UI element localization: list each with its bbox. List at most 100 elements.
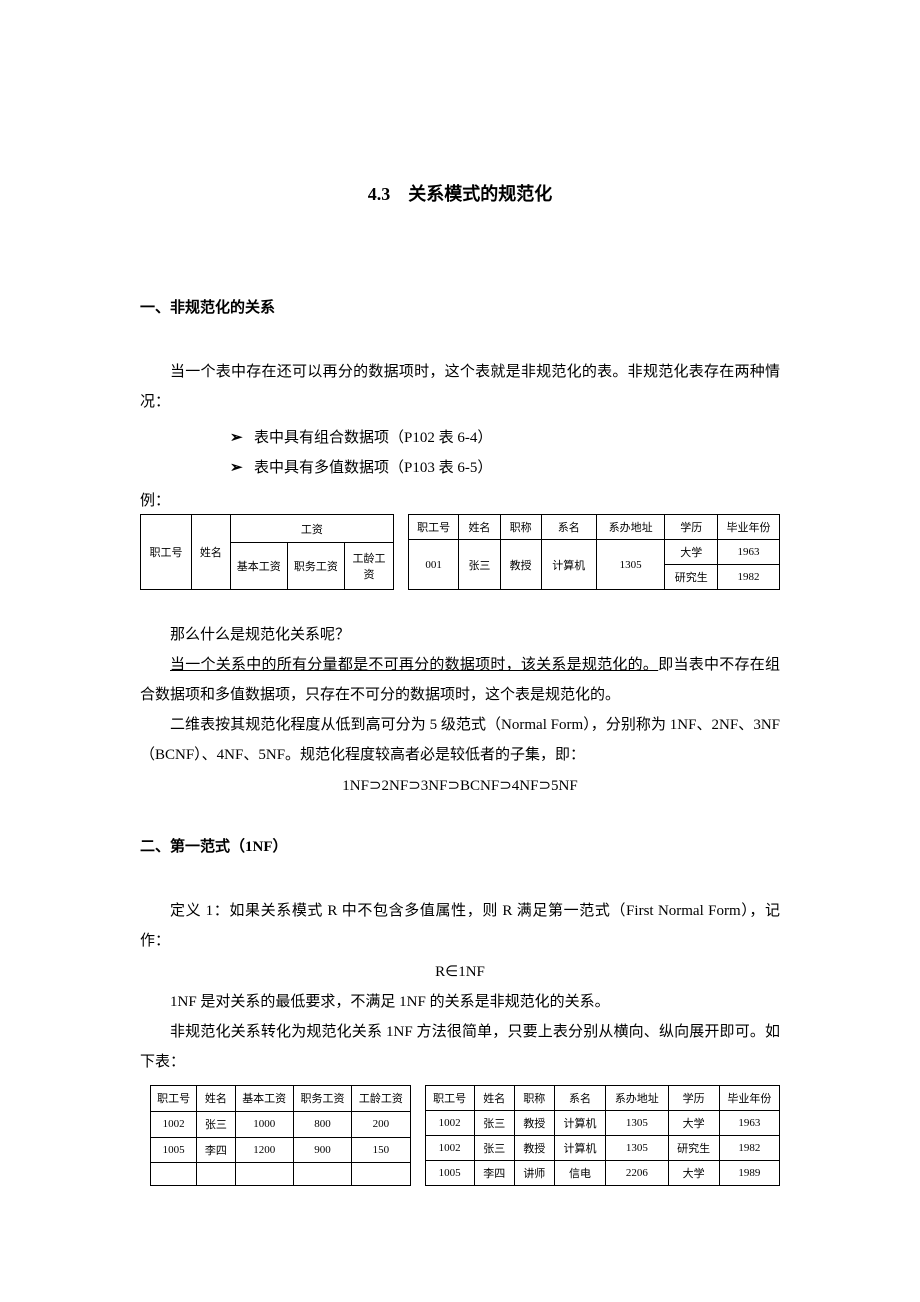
cell: 1005 (151, 1137, 197, 1163)
section-2-heading: 二、第一范式（1NF） (140, 835, 780, 856)
th-emp: 职工号 (408, 515, 458, 540)
cell: 张三 (197, 1111, 235, 1137)
s1-p1: 当一个表中存在还可以再分的数据项时，这个表就是非规范化的表。非规范化表存在两种情… (140, 357, 780, 417)
cell: 研究生 (668, 1136, 719, 1161)
s2-p1: 定义 1：如果关系模式 R 中不包含多值属性，则 R 满足第一范式（First … (140, 896, 780, 956)
cell (235, 1163, 293, 1186)
t4-h5: 学历 (668, 1086, 719, 1111)
s1-p4: 二维表按其规范化程度从低到高可分为 5 级范式（Normal Form），分别称… (140, 710, 780, 770)
t4-h3: 系名 (554, 1086, 605, 1111)
th-salary: 工资 (230, 515, 393, 543)
cell: 900 (293, 1137, 351, 1163)
table-row: 1005 李四 1200 900 150 (151, 1137, 411, 1163)
cell (197, 1163, 235, 1186)
th-name: 姓名 (191, 515, 230, 590)
cell: 讲师 (514, 1161, 554, 1186)
cell: 1200 (235, 1137, 293, 1163)
table-row (151, 1163, 411, 1186)
td-y1: 1963 (718, 540, 780, 565)
th-year: 毕业年份 (718, 515, 780, 540)
cell: 李四 (474, 1161, 514, 1186)
cell: 800 (293, 1111, 351, 1137)
cell (352, 1163, 410, 1186)
cell: 计算机 (554, 1111, 605, 1136)
bullet-2-text: 表中具有多值数据项（P103 表 6-5） (254, 453, 492, 483)
s1-p3-underline: 当一个关系中的所有分量都是不可再分的数据项时，该关系是规范化的。 (170, 657, 658, 673)
cell: 200 (352, 1111, 410, 1137)
s1-p2: 那么什么是规范化关系呢？ (140, 620, 780, 650)
cell: 教授 (514, 1136, 554, 1161)
cell: 1305 (606, 1111, 668, 1136)
cell: 大学 (668, 1111, 719, 1136)
cell: 1002 (425, 1136, 474, 1161)
cell: 1989 (719, 1161, 779, 1186)
s1-p3: 当一个关系中的所有分量都是不可再分的数据项时，该关系是规范化的。即当表中不存在组… (140, 650, 780, 710)
td-dept: 计算机 (541, 540, 596, 590)
cell: 1000 (235, 1111, 293, 1137)
cell: 大学 (668, 1161, 719, 1186)
s2-p3: 非规范化关系转化为规范化关系 1NF 方法很简单，只要上表分别从横向、纵向展开即… (140, 1017, 780, 1077)
bullet-list: ➢ 表中具有组合数据项（P102 表 6-4） ➢ 表中具有多值数据项（P103… (230, 423, 780, 483)
cell: 2206 (606, 1161, 668, 1186)
table-composite: 职工号 姓名 工资 基本工资 职务工资 工龄工资 (140, 514, 394, 590)
t3-h1: 姓名 (197, 1086, 235, 1112)
cell: 信电 (554, 1161, 605, 1186)
table-row: 1002 张三 教授 计算机 1305 大学 1963 (425, 1111, 779, 1136)
example-tables-row-2: 职工号 姓名 基本工资 职务工资 工龄工资 1002 张三 1000 800 2… (150, 1085, 780, 1186)
cell: 1002 (425, 1111, 474, 1136)
cell: 张三 (474, 1136, 514, 1161)
table-row: 1002 张三 1000 800 200 (151, 1111, 411, 1137)
bullet-1: ➢ 表中具有组合数据项（P102 表 6-4） (230, 423, 780, 453)
cell (293, 1163, 351, 1186)
td-edu2: 研究生 (665, 565, 718, 590)
cell (151, 1163, 197, 1186)
arrow-icon: ➢ (230, 423, 254, 453)
th-name: 姓名 (459, 515, 500, 540)
table-row: 1002 张三 教授 计算机 1305 研究生 1982 (425, 1136, 779, 1161)
t4-h1: 姓名 (474, 1086, 514, 1111)
cell: 教授 (514, 1111, 554, 1136)
td-name: 张三 (459, 540, 500, 590)
table-multivalued: 职工号 姓名 职称 系名 系办地址 学历 毕业年份 001 张三 教授 计算机 … (408, 514, 780, 590)
cell: 李四 (197, 1137, 235, 1163)
th-dept: 系名 (541, 515, 596, 540)
section-1-heading: 一、非规范化的关系 (140, 296, 780, 317)
t4-h0: 职工号 (425, 1086, 474, 1111)
nf-hierarchy-formula: 1NF⊃2NF⊃3NF⊃BCNF⊃4NF⊃5NF (140, 776, 780, 795)
table-1nf-salary: 职工号 姓名 基本工资 职务工资 工龄工资 1002 张三 1000 800 2… (150, 1085, 411, 1186)
example-label: 例： (140, 489, 780, 510)
th-age: 工龄工资 (344, 543, 393, 590)
td-title: 教授 (500, 540, 541, 590)
cell: 1982 (719, 1136, 779, 1161)
th-emp: 职工号 (141, 515, 192, 590)
cell: 1005 (425, 1161, 474, 1186)
arrow-icon: ➢ (230, 453, 254, 483)
td-addr: 1305 (596, 540, 665, 590)
t4-h2: 职称 (514, 1086, 554, 1111)
td-emp: 001 (408, 540, 458, 590)
th-edu: 学历 (665, 515, 718, 540)
cell: 1002 (151, 1111, 197, 1137)
th-duty: 职务工资 (287, 543, 344, 590)
t3-h0: 职工号 (151, 1086, 197, 1112)
th-title: 职称 (500, 515, 541, 540)
td-edu1: 大学 (665, 540, 718, 565)
1nf-formula: R∈1NF (140, 962, 780, 981)
table-row: 1005 李四 讲师 信电 2206 大学 1989 (425, 1161, 779, 1186)
cell: 1305 (606, 1136, 668, 1161)
bullet-2: ➢ 表中具有多值数据项（P103 表 6-5） (230, 453, 780, 483)
bullet-1-text: 表中具有组合数据项（P102 表 6-4） (254, 423, 492, 453)
t3-h2: 基本工资 (235, 1086, 293, 1112)
table-1nf-edu: 职工号 姓名 职称 系名 系办地址 学历 毕业年份 1002 张三 教授 计算机… (425, 1085, 780, 1186)
t3-h3: 职务工资 (293, 1086, 351, 1112)
t4-h6: 毕业年份 (719, 1086, 779, 1111)
s2-p2: 1NF 是对关系的最低要求，不满足 1NF 的关系是非规范化的关系。 (140, 987, 780, 1017)
th-base: 基本工资 (230, 543, 287, 590)
example-tables-row-1: 职工号 姓名 工资 基本工资 职务工资 工龄工资 职工号 姓名 职称 系名 系办… (140, 514, 780, 590)
cell: 计算机 (554, 1136, 605, 1161)
page-title: 4.3 关系模式的规范化 (140, 180, 780, 206)
t4-h4: 系办地址 (606, 1086, 668, 1111)
page: 4.3 关系模式的规范化 一、非规范化的关系 当一个表中存在还可以再分的数据项时… (0, 0, 920, 1276)
t3-h4: 工龄工资 (352, 1086, 410, 1112)
td-y2: 1982 (718, 565, 780, 590)
